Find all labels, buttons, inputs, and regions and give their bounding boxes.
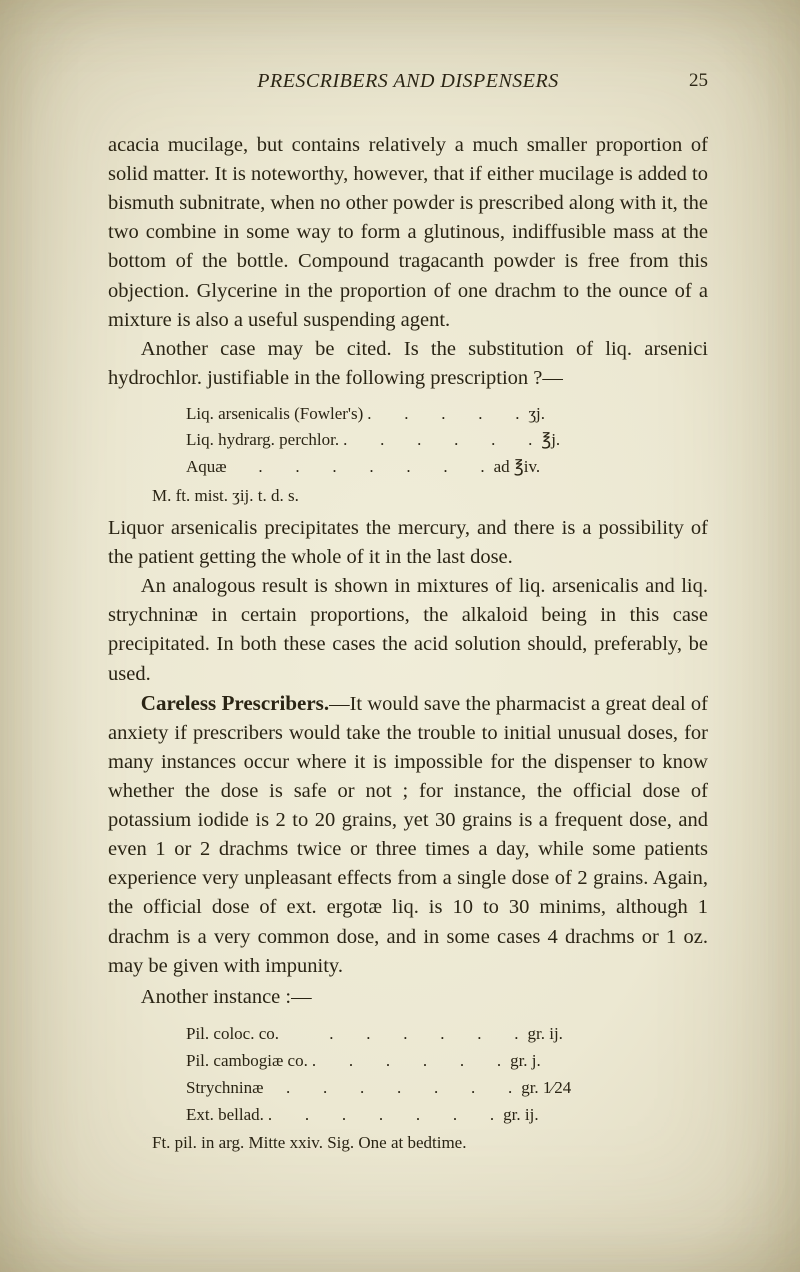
paragraph-section: Careless Prescribers.—It would save the … [108,689,708,981]
another-instance: Another instance :— [108,983,708,1012]
rx1-dots-3: . . . . . . . [231,454,490,480]
rx1-dots-1: . . . . . [367,401,524,427]
paragraph-4: An analogous result is shown in mixtures… [108,572,708,688]
rx1-label-1: Liq. arsenicalis (Fowler's) [186,401,363,427]
rx2-label-2: Pil. cambogiæ co. [186,1047,308,1074]
paragraph-2: Another case may be cited. Is the substi… [108,335,708,393]
prescription-1: Liq. arsenicalis (Fowler's) . . . . . ʒj… [186,401,708,480]
rx2-label-4: Ext. bellad. [186,1101,264,1128]
section-heading: Careless Prescribers. [141,691,329,715]
rx2-dots-3: . . . . . . . [267,1074,517,1101]
rx2-ft: Ft. pil. in arg. Mitte xxiv. Sig. One at… [152,1133,708,1153]
section-body: —It would save the pharmacist a great de… [108,693,708,977]
rx2-val-4: gr. ij. [503,1101,538,1128]
rx1-label-2: Liq. hydrarg. perchlor. [186,427,339,453]
rx2-label-1: Pil. coloc. co. [186,1020,279,1047]
rx1-label-3: Aquæ [186,454,227,480]
rx1-row-2: Liq. hydrarg. perchlor. . . . . . . ℥j. [186,427,708,453]
rx1-dots-2: . . . . . . [343,427,537,453]
rx1-row-1: Liq. arsenicalis (Fowler's) . . . . . ʒj… [186,401,708,427]
rx2-row-4: Ext. bellad. . . . . . . . gr. ij. [186,1101,708,1128]
paragraph-3: Liquor arsenicalis precipitates the merc… [108,514,708,572]
rx2-row-1: Pil. coloc. co. . . . . . . gr. ij. [186,1020,708,1047]
rx1-val-1: ʒj. [529,401,546,427]
rx2-dots-4: . . . . . . . [268,1101,499,1128]
rx1-row-3: Aquæ . . . . . . . ad ℥iv. [186,454,708,480]
rx1-val-3: ad ℥iv. [494,454,540,480]
rx2-dots-2: . . . . . . [312,1047,506,1074]
rx2-val-1: gr. ij. [528,1020,563,1047]
rx2-label-3: Strychninæ [186,1074,263,1101]
rx2-dots-1: . . . . . . [283,1020,524,1047]
rx2-row-2: Pil. cambogiæ co. . . . . . . gr. j. [186,1047,708,1074]
book-page: PRESCRIBERS AND DISPENSERS 25 acacia muc… [0,0,800,1272]
paragraph-1: acacia mucilage, but contains relatively… [108,131,708,335]
rx2-row-3: Strychninæ . . . . . . . gr. 1⁄24 [186,1074,708,1101]
rx1-val-2: ℥j. [541,427,560,453]
rx2-val-3: gr. 1⁄24 [521,1074,571,1101]
running-title: PRESCRIBERS AND DISPENSERS [257,70,558,93]
page-number: 25 [689,70,708,92]
rx2-val-2: gr. j. [510,1047,541,1074]
rx1-sig: M. ft. mist. ʒij. t. d. s. [152,486,708,506]
running-head: PRESCRIBERS AND DISPENSERS 25 [108,70,708,93]
prescription-2: Pil. coloc. co. . . . . . . gr. ij. Pil.… [186,1020,708,1129]
